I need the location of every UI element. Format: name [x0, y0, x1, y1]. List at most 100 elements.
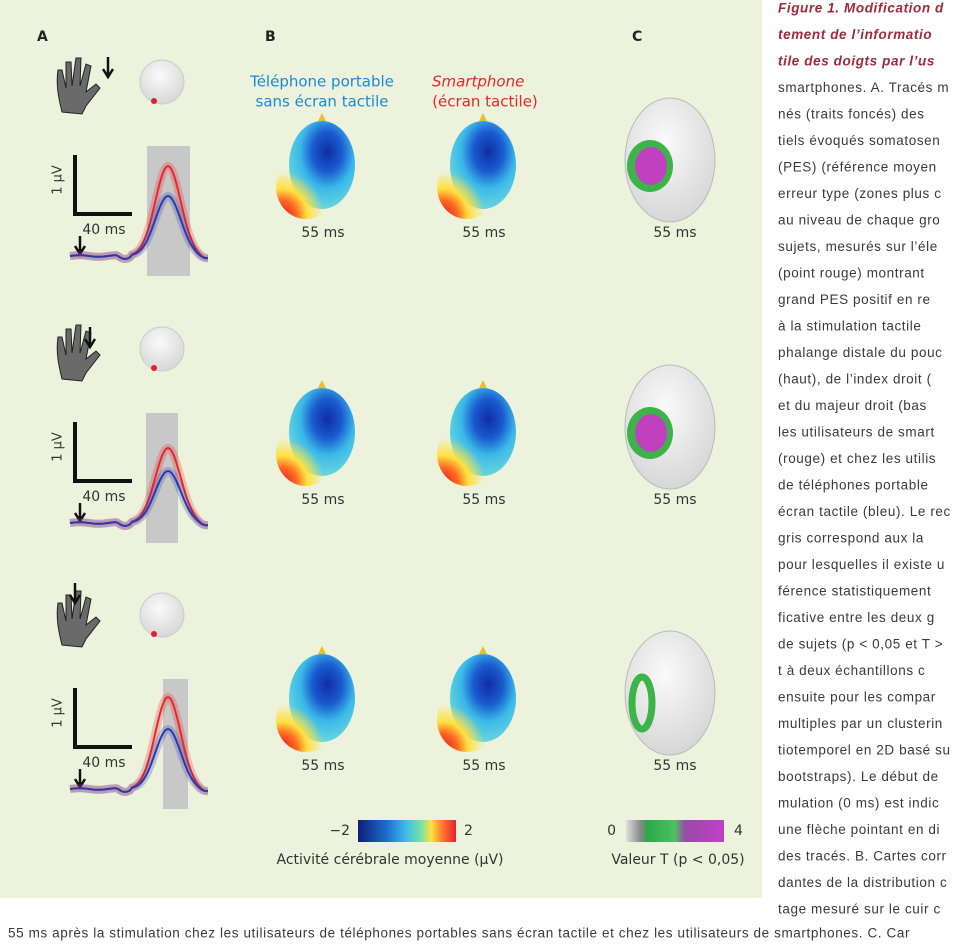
caption-line: ensuite pour les compar [778, 690, 936, 705]
caption-line: sujets, mesurés sur l’éle [778, 239, 938, 254]
stimulus-arrow [83, 327, 97, 350]
caption-line: bootstraps). Le début de [778, 769, 939, 784]
caption-line: (haut), de l’index droit ( [778, 372, 932, 387]
time-scale: 40 ms [82, 755, 125, 771]
colorbar-max: 2 [464, 823, 473, 839]
mobile-trace [69, 469, 209, 527]
head-icon [139, 326, 185, 372]
caption-line: multiples par un clusterin [778, 716, 943, 731]
caption-line: une flèche pointant en di [778, 822, 940, 837]
latency-label: 55 ms [653, 492, 696, 508]
stimulus-arrow [68, 583, 82, 606]
caption-line: et du majeur droit (bas [778, 398, 927, 413]
legend-smartphone: Smartphone [432, 73, 524, 91]
caption-line: (PES) (référence moyen [778, 160, 937, 175]
scalp-hot [276, 155, 336, 219]
stimulus-arrow [73, 769, 87, 790]
caption-line: (point rouge) montrant [778, 266, 925, 281]
caption-line: gris correspond aux la [778, 531, 924, 546]
caption-line: tement de l’informatio [778, 27, 932, 42]
caption-line: férence statistiquement [778, 584, 931, 599]
amplitude-scale: 1 µV [51, 165, 66, 195]
panel-label: C [632, 29, 642, 45]
mobile-trace [69, 727, 209, 793]
caption-line: (rouge) et chez les utilis [778, 451, 936, 466]
caption-line: les utilisateurs de smart [778, 425, 935, 440]
amplitude-scale: 1 µV [51, 432, 66, 462]
colorbar-max: 4 [734, 823, 743, 839]
caption-line: à la stimulation tactile [778, 319, 921, 334]
colorbar-label: Valeur T (p < 0,05) [611, 852, 744, 868]
latency-label: 55 ms [301, 225, 344, 241]
hand-icon [56, 57, 101, 115]
t-map [624, 630, 716, 756]
caption-line: ficative entre les deux g [778, 610, 935, 625]
latency-label: 55 ms [462, 225, 505, 241]
caption-line: dantes de la distribution c [778, 875, 947, 890]
caption-line: de sujets (p < 0,05 et T > [778, 637, 943, 652]
caption-line: nés (traits foncés) des [778, 107, 925, 122]
panel-label: B [265, 29, 276, 45]
latency-label: 55 ms [301, 492, 344, 508]
panel-label: A [37, 29, 48, 45]
colorbar-min: −2 [329, 823, 350, 839]
scalp-nose [479, 646, 487, 654]
caption-line: des tracés. B. Cartes corr [778, 849, 947, 864]
stimulus-arrow [101, 57, 115, 80]
t-cluster [628, 673, 656, 733]
caption-line: t à deux échantillons c [778, 663, 925, 678]
head-icon [139, 592, 185, 638]
scalp-nose [318, 380, 326, 388]
scalp-nose [318, 113, 326, 121]
caption-line: Figure 1. Modification d [778, 1, 944, 16]
caption-line: tage mesuré sur le cuir c [778, 902, 941, 917]
scalp-nose [479, 380, 487, 388]
electrode [151, 98, 157, 104]
electrode [151, 631, 157, 637]
legend-smartphone: (écran tactile) [432, 93, 538, 111]
legend-mobile: Téléphone portable [249, 73, 394, 91]
scale-bar [73, 688, 132, 749]
colorbar [626, 820, 724, 842]
caption-line: de téléphones portable [778, 478, 929, 493]
latency-label: 55 ms [653, 758, 696, 774]
scalp-nose [479, 113, 487, 121]
scalp-hot [437, 688, 497, 752]
scale-bar [73, 422, 132, 483]
scalp-hot [276, 688, 336, 752]
caption-line: tile des doigts par l’us [778, 54, 935, 69]
caption-line: écran tactile (bleu). Le rec [778, 504, 951, 519]
legend-mobile: sans écran tactile [256, 93, 389, 111]
time-scale: 40 ms [82, 222, 125, 238]
scalp-hot [437, 155, 497, 219]
hand-icon [56, 590, 101, 648]
latency-label: 55 ms [301, 758, 344, 774]
electrode [151, 365, 157, 371]
caption-line: au niveau de chaque gro [778, 213, 940, 228]
latency-label: 55 ms [462, 492, 505, 508]
caption-line: phalange distale du pouc [778, 345, 943, 360]
caption-bottom: 55 ms après la stimulation chez les util… [8, 926, 910, 941]
caption-line: pour lesquelles il existe u [778, 557, 945, 572]
latency-label: 55 ms [462, 758, 505, 774]
colorbar [358, 820, 456, 842]
head-icon [139, 59, 185, 105]
scalp-hot [437, 422, 497, 486]
mobile-trace [69, 194, 209, 260]
scalp-hot [276, 422, 336, 486]
t-core [635, 147, 667, 185]
time-scale: 40 ms [82, 489, 125, 505]
caption-line: grand PES positif en re [778, 292, 931, 307]
scale-bar [73, 155, 132, 216]
scalp-nose [318, 646, 326, 654]
amplitude-scale: 1 µV [51, 698, 66, 728]
colorbar-label: Activité cérébrale moyenne (µV) [276, 852, 503, 868]
t-core [635, 414, 667, 452]
caption-line: smartphones. A. Tracés m [778, 80, 949, 95]
caption-line: tiotemporel en 2D basé su [778, 743, 951, 758]
colorbar-min: 0 [607, 823, 616, 839]
latency-label: 55 ms [653, 225, 696, 241]
stimulus-arrow [73, 236, 87, 257]
caption-line: mulation (0 ms) est indic [778, 796, 939, 811]
